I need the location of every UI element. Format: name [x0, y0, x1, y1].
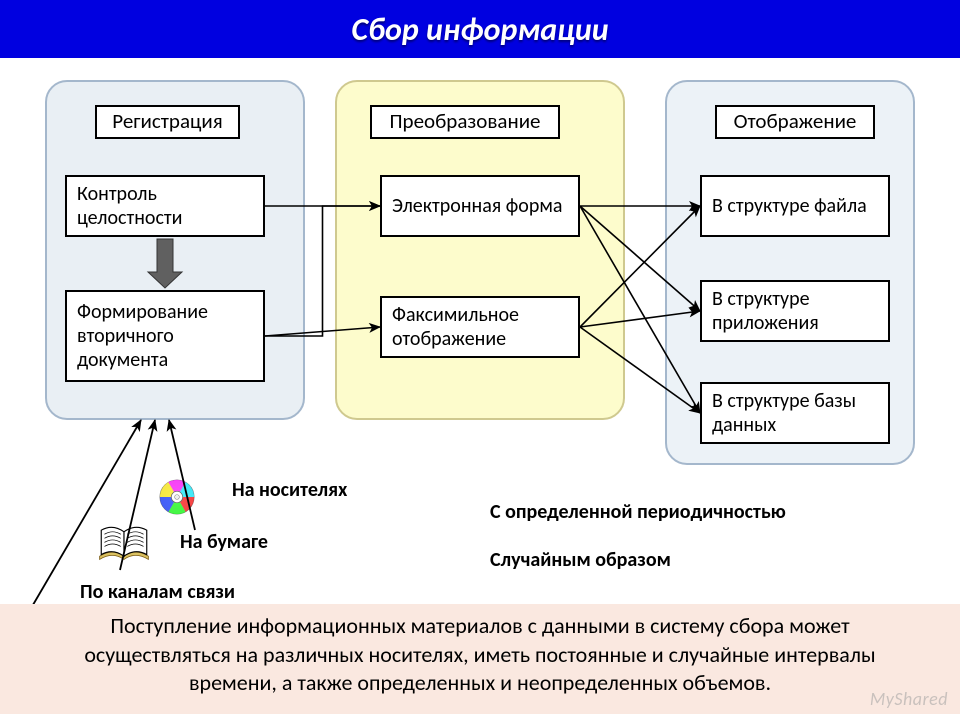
label-on-media: На носителях: [232, 478, 347, 502]
header-transformation: Преобразование: [370, 105, 560, 139]
cd-icon: [158, 478, 196, 516]
box-application-structure: В структуре приложения: [700, 280, 890, 342]
box-file-structure: В структуре файла: [700, 175, 890, 237]
box-integrity-control: Контроль целостности: [65, 175, 265, 237]
box-secondary-document: Формирование вторичного документа: [65, 290, 265, 382]
label-via-channels: По каналам связи: [80, 580, 235, 604]
label-periodicity: С определенной периодичностью: [490, 500, 786, 524]
page-title: Сбор информации: [351, 10, 608, 49]
header-registration: Регистрация: [95, 105, 240, 139]
title-bar: Сбор информации: [0, 0, 960, 58]
book-icon: [98, 522, 150, 566]
watermark: MyShared: [870, 688, 948, 710]
box-electronic-form: Электронная форма: [380, 175, 580, 237]
box-database-structure: В структуре базы данных: [700, 382, 890, 444]
footer-text: Поступление информационных материалов с …: [0, 604, 960, 714]
label-on-paper: На бумаге: [180, 530, 268, 554]
diagram-stage: Сбор информации Регистрация Преобразован…: [0, 0, 960, 720]
label-random: Случайным образом: [490, 548, 671, 572]
box-facsimile-display: Факсимильное отображение: [380, 296, 580, 358]
header-display: Отображение: [715, 105, 875, 139]
